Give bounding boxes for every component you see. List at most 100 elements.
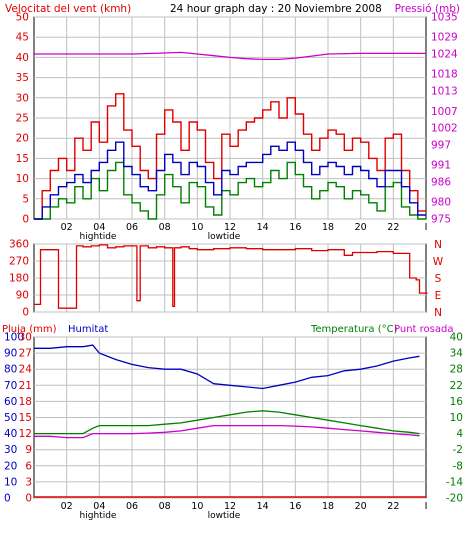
- wind-tick-label: 15: [16, 153, 29, 165]
- wind-tick-label: 50: [16, 12, 29, 24]
- pressure-tick-label: 1013: [431, 86, 458, 98]
- wind-gust-series: [34, 93, 426, 220]
- temperature-axis: -20 -14 -8 -2 4 10 16 22 28 34 40: [446, 332, 463, 505]
- dewpoint-series: [34, 424, 420, 439]
- hour-tick-label: 14: [257, 222, 269, 233]
- hour-tick-label: 12: [224, 222, 236, 233]
- pressure-tick-label: 1024: [431, 49, 458, 61]
- pressure-tick-label: 980: [431, 197, 451, 209]
- hour-tick-label: 20: [355, 222, 367, 233]
- humidity-panel-grid: [34, 336, 426, 499]
- compass-label: W: [433, 256, 444, 268]
- hour-tick-label: 16: [289, 501, 301, 512]
- hour-tick-label: 08: [159, 222, 171, 233]
- direction-tick-label: 360: [9, 239, 29, 251]
- humidity-axis: 0 10 20 30 40 50 60 70 80 90 100: [4, 332, 24, 505]
- dewpoint-title: Punt rosada: [394, 324, 453, 335]
- humidity-tick-label: 0: [4, 493, 11, 505]
- pressure-tick-label: 1035: [431, 12, 458, 24]
- hour-tick-label: 02: [61, 501, 73, 512]
- temperature-series: [34, 410, 420, 435]
- hour-tick-label: 10: [191, 501, 203, 512]
- pressure-tick-label: 1018: [431, 69, 458, 81]
- rain-tick-label: 15: [19, 412, 32, 424]
- rain-tick-label: 6: [25, 460, 32, 472]
- hour-tick-label: 10: [191, 222, 203, 233]
- direction-tick-label: 0: [22, 307, 29, 319]
- hour-tick-label: 02: [61, 222, 73, 233]
- direction-tick-label: 90: [16, 290, 29, 302]
- direction-panel-grid: [34, 243, 426, 313]
- wind-tick-label: 25: [16, 113, 29, 125]
- wind-tick-label: 40: [16, 52, 29, 64]
- wind-panel-grid: [34, 16, 426, 220]
- wind-tick-label: 0: [22, 214, 29, 226]
- humidity-tick-label: 60: [4, 396, 17, 408]
- rain-tick-label: 0: [25, 493, 32, 505]
- wind-tick-label: 45: [16, 32, 29, 44]
- temperature-tick-label: 28: [450, 364, 463, 376]
- temperature-tick-label: -8: [453, 460, 463, 472]
- wind-tick-label: 30: [16, 92, 29, 104]
- humidity-series: [34, 344, 420, 390]
- humidity-tick-label: 90: [4, 348, 17, 360]
- rain-tick-label: 24: [19, 364, 33, 376]
- hour-tick-label: 04: [93, 501, 105, 512]
- wind-speed-axis: 0 5 10 15 20 25 30 35 40 45 50: [16, 12, 29, 226]
- pressure-tick-label: 986: [431, 176, 451, 188]
- rain-tick-label: 30: [19, 332, 32, 344]
- lowtide-label-top: lowtide: [208, 232, 241, 242]
- pressure-tick-label: 1002: [431, 123, 458, 135]
- compass-label: E: [435, 290, 442, 302]
- humidity-tick-label: 50: [4, 412, 17, 424]
- hightide-label-bottom: hightide: [80, 511, 117, 521]
- compass-label: N: [434, 239, 442, 251]
- hour-tick-label: 14: [257, 501, 269, 512]
- temperature-tick-label: 34: [450, 348, 464, 360]
- hour-tick-label: 06: [126, 222, 138, 233]
- pressure-tick-label: 1007: [431, 106, 458, 118]
- temperature-tick-label: 10: [450, 412, 463, 424]
- rain-tick-label: 18: [19, 396, 32, 408]
- hour-tick-label: 08: [159, 501, 171, 512]
- wind-tick-label: 20: [16, 133, 29, 145]
- wind-min-series: [34, 161, 426, 220]
- temperature-tick-label: 22: [450, 380, 463, 392]
- hour-tick-label: 04: [93, 222, 105, 233]
- pressure-title: Pressió (mb): [395, 3, 460, 15]
- humidity-tick-label: 20: [4, 460, 17, 472]
- humidity-tick-label: 40: [4, 428, 17, 440]
- humidity-tick-label: 30: [4, 444, 17, 456]
- cursor-mark-label: I: [425, 501, 428, 512]
- rain-title: Pluja (mm): [2, 324, 57, 335]
- cursor-mark-label: I: [425, 222, 428, 233]
- pressure-series: [34, 51, 426, 61]
- rain-tick-label: 27: [19, 348, 32, 360]
- temperature-tick-label: -20: [446, 493, 463, 505]
- rain-axis: 0 3 6 9 12 15 18 21 24 27 30: [19, 332, 33, 505]
- wind-tick-label: 35: [16, 72, 29, 84]
- rain-tick-label: 21: [19, 380, 32, 392]
- temperature-title: Temperatura (°C): [310, 324, 398, 335]
- wind-tick-label: 5: [22, 193, 29, 205]
- hour-tick-label: 16: [289, 222, 301, 233]
- hightide-label-top: hightide: [80, 232, 117, 242]
- hour-tick-label: 22: [387, 222, 399, 233]
- hour-tick-label: 18: [322, 222, 334, 233]
- wind-speed-title: Velocitat del vent (kmh): [5, 3, 131, 15]
- temperature-tick-label: -2: [453, 444, 463, 456]
- hour-tick-label: 12: [224, 501, 236, 512]
- temperature-tick-label: 40: [450, 332, 463, 344]
- temperature-tick-label: -14: [446, 476, 463, 488]
- graph-title: 24 hour graph day : 20 Noviembre 2008: [170, 3, 382, 15]
- temperature-tick-label: 4: [456, 428, 463, 440]
- direction-axis: 0 90 180 270 360: [9, 239, 29, 319]
- humidity-title: Humitat: [68, 324, 108, 335]
- hour-tick-label: 18: [322, 501, 334, 512]
- wind-avg-series: [34, 141, 426, 220]
- rain-tick-label: 12: [19, 428, 32, 440]
- hour-tick-label: 06: [126, 501, 138, 512]
- rain-tick-label: 3: [25, 476, 32, 488]
